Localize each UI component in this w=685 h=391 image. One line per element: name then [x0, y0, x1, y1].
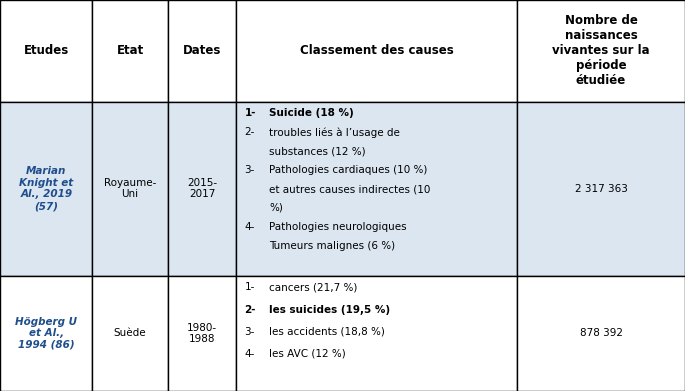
Text: 2015-
2017: 2015- 2017 — [187, 178, 217, 199]
Text: Etat: Etat — [116, 44, 144, 57]
Bar — [0, 102, 92, 276]
Text: 2 317 363: 2 317 363 — [575, 184, 627, 194]
Text: Tumeurs malignes (6 %): Tumeurs malignes (6 %) — [269, 241, 395, 251]
Bar — [236, 0, 517, 102]
Text: 1-: 1- — [245, 282, 255, 292]
Text: 4-: 4- — [245, 349, 255, 359]
Bar — [236, 102, 517, 276]
Text: cancers (21,7 %): cancers (21,7 %) — [269, 282, 358, 292]
Text: Royaume-
Uni: Royaume- Uni — [104, 178, 156, 199]
Text: 4-: 4- — [245, 222, 255, 232]
Bar — [92, 276, 168, 391]
Bar — [517, 276, 685, 391]
Text: et autres causes indirectes (10: et autres causes indirectes (10 — [269, 184, 431, 194]
Text: substances (12 %): substances (12 %) — [269, 146, 366, 156]
Bar — [92, 0, 168, 102]
Text: Dates: Dates — [183, 44, 221, 57]
Text: 1980-
1988: 1980- 1988 — [187, 323, 217, 344]
Bar — [0, 276, 92, 391]
Bar — [168, 0, 236, 102]
Text: Nombre de
naissances
vivantes sur la
période
étudiée: Nombre de naissances vivantes sur la pér… — [552, 14, 650, 87]
Text: 878 392: 878 392 — [580, 328, 623, 338]
Text: %): %) — [269, 203, 283, 213]
Text: Marian
Knight et
Al., 2019
(57): Marian Knight et Al., 2019 (57) — [19, 166, 73, 211]
Text: Högberg U
et Al.,
1994 (86): Högberg U et Al., 1994 (86) — [15, 317, 77, 350]
Text: Classement des causes: Classement des causes — [300, 44, 453, 57]
Text: Etudes: Etudes — [23, 44, 69, 57]
Text: 2-: 2- — [245, 127, 255, 137]
Text: 2-: 2- — [245, 305, 256, 315]
Bar — [92, 102, 168, 276]
Text: 1-: 1- — [245, 108, 256, 118]
Bar — [168, 102, 236, 276]
Text: 3-: 3- — [245, 327, 255, 337]
Bar — [236, 276, 517, 391]
Text: troubles liés à l’usage de: troubles liés à l’usage de — [269, 127, 400, 138]
Text: les AVC (12 %): les AVC (12 %) — [269, 349, 346, 359]
Text: Pathologies neurologiques: Pathologies neurologiques — [269, 222, 407, 232]
Text: Suède: Suède — [114, 328, 147, 338]
Bar — [517, 0, 685, 102]
Text: Suicide (18 %): Suicide (18 %) — [269, 108, 354, 118]
Text: Pathologies cardiaques (10 %): Pathologies cardiaques (10 %) — [269, 165, 427, 175]
Bar — [168, 276, 236, 391]
Bar — [0, 0, 92, 102]
Text: les suicides (19,5 %): les suicides (19,5 %) — [269, 305, 390, 315]
Text: les accidents (18,8 %): les accidents (18,8 %) — [269, 327, 385, 337]
Text: 3-: 3- — [245, 165, 255, 175]
Bar — [517, 102, 685, 276]
